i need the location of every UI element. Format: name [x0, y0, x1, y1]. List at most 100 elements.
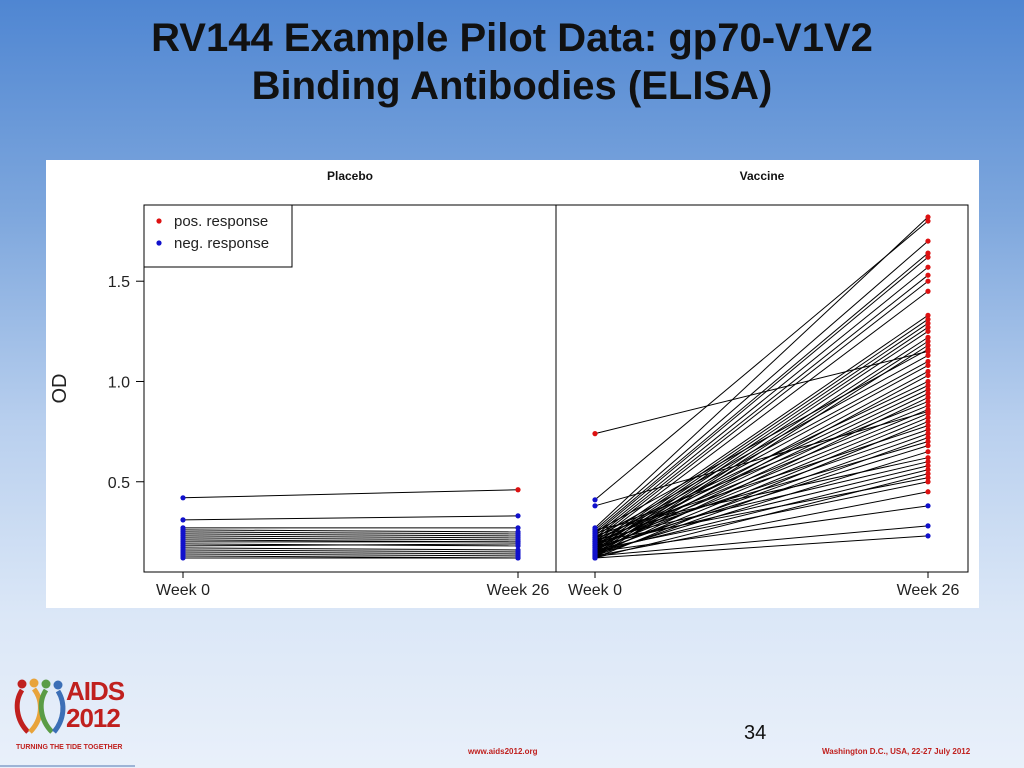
series-line [594, 451, 929, 555]
data-point-week0 [180, 555, 186, 561]
series-line [594, 505, 929, 553]
chart-text-layer: Placebo Week 0 Week 26 Vaccine Week 0 Week 26… [49, 169, 960, 599]
data-point-week26 [925, 449, 931, 455]
data-point-week26 [925, 218, 931, 224]
data-point-week26 [925, 443, 931, 449]
series-line [594, 411, 929, 507]
data-point-week26 [925, 338, 931, 344]
data-point-week26 [925, 503, 931, 509]
data-point-week26 [925, 410, 931, 417]
data-point-week26 [925, 471, 931, 477]
series-line [594, 318, 929, 547]
panel-title-vaccine: Vaccine [740, 169, 785, 183]
data-point-week26 [925, 324, 931, 330]
series-line [594, 535, 929, 559]
series-line [594, 354, 929, 539]
data-point-week26 [925, 414, 931, 421]
data-point-week26 [925, 250, 931, 256]
logo-year: 2012 [66, 703, 121, 733]
data-point-week26 [925, 214, 931, 220]
series-line [594, 491, 929, 557]
data-point-week26 [925, 254, 931, 260]
data-point-week26 [925, 378, 931, 385]
series-line [182, 489, 519, 499]
data-point-week26 [925, 352, 931, 359]
data-point-week0 [180, 517, 186, 523]
series-line [594, 266, 929, 537]
data-point-week26 [925, 423, 931, 429]
series-line [594, 457, 929, 531]
data-point-week26 [925, 320, 931, 326]
data-point-week0 [592, 497, 598, 503]
legend-entry: neg. response [174, 235, 269, 252]
data-point-week26 [925, 475, 931, 481]
data-point-week26 [925, 272, 931, 278]
series-line [182, 515, 519, 521]
panel-title-placebo: Placebo [327, 169, 373, 183]
series-line [182, 537, 519, 541]
series-line [594, 525, 929, 557]
data-point-week26 [925, 427, 931, 433]
series-line [594, 252, 929, 533]
data-point-week26 [925, 467, 931, 473]
chart-lines-layer [182, 216, 929, 559]
logo-word: AIDS [66, 676, 125, 706]
data-point-week0 [180, 495, 186, 501]
data-point-week26 [925, 362, 931, 369]
data-point-week26 [925, 390, 931, 397]
legend-marker [156, 240, 162, 246]
data-point-week26 [925, 386, 931, 393]
data-point-week0 [592, 527, 598, 533]
slide-title-line-1: RV144 Example Pilot Data: gp70-V1V2 [151, 16, 873, 60]
series-line [594, 326, 929, 551]
x-tick-label: Week 0 [568, 582, 622, 599]
series-line [594, 216, 929, 529]
data-point-week26 [925, 439, 931, 445]
series-line [182, 549, 519, 553]
data-point-week26 [515, 525, 521, 531]
y-tick-label: 1.0 [108, 374, 130, 391]
data-point-week26 [925, 459, 931, 465]
series-line [182, 535, 519, 539]
data-point-week26 [925, 533, 931, 539]
series-line [594, 465, 929, 547]
data-point-week26 [925, 463, 931, 469]
slide-title: RV144 Example Pilot Data: gp70-V1V2 Bind… [0, 14, 1024, 110]
series-line [182, 531, 519, 535]
x-tick-label: Week 0 [156, 582, 210, 599]
chart-points-layer [180, 214, 931, 561]
series-line [594, 429, 929, 545]
series-line [594, 401, 929, 535]
data-point-week0 [592, 539, 598, 545]
data-point-week26 [925, 398, 931, 405]
y-tick-label: 1.5 [108, 274, 130, 291]
data-point-week26 [925, 455, 931, 461]
data-point-week26 [925, 431, 931, 437]
series-line [594, 220, 929, 501]
data-point-week26 [515, 555, 521, 561]
data-point-week26 [925, 406, 931, 413]
data-point-week26 [925, 312, 931, 318]
data-point-week0 [592, 431, 598, 437]
series-line [594, 274, 929, 539]
legend-box [143, 204, 293, 268]
series-line [594, 481, 929, 551]
series-line [594, 385, 929, 545]
ribbon-people-icon [14, 678, 66, 734]
series-line [182, 543, 519, 547]
data-point-week26 [925, 346, 931, 352]
footer-url-link[interactable]: www.aids2012.org [468, 747, 538, 756]
data-point-week26 [925, 394, 931, 401]
series-line [182, 533, 519, 537]
logo-divider [0, 765, 135, 767]
footer-location: Washington D.C., USA, 22-27 July 2012 [822, 747, 971, 756]
data-point-week26 [925, 382, 931, 389]
series-line [594, 322, 929, 549]
series-line [594, 364, 929, 547]
x-tick-label: Week 26 [487, 582, 550, 599]
chart-svg: Placebo Week 0 Week 26 Vaccine Week 0 Week 26… [49, 169, 969, 599]
page-number: 34 [744, 722, 767, 744]
series-line [594, 393, 929, 553]
data-point-week26 [515, 541, 521, 547]
series-line [594, 405, 929, 543]
